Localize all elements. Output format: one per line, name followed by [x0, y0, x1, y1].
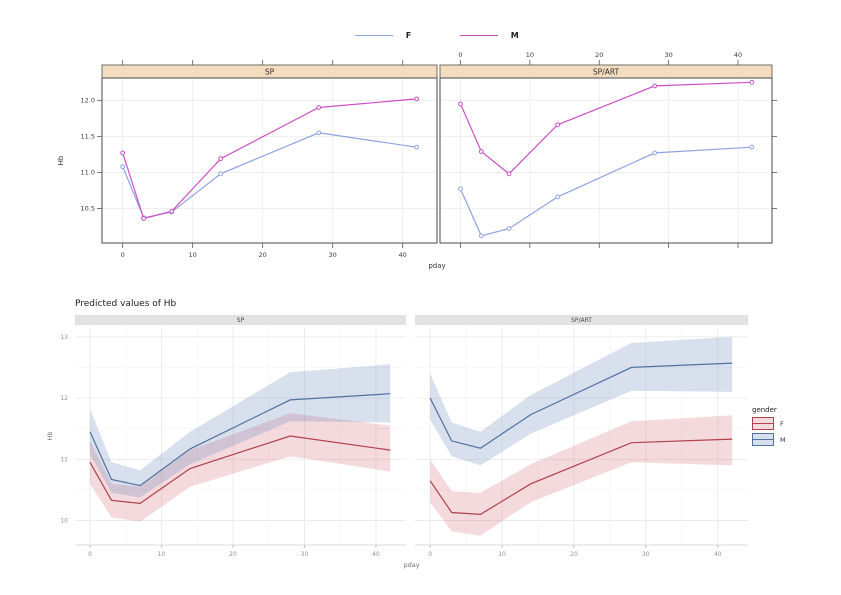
legend-swatch-M-icon — [752, 433, 774, 446]
x-axis-title: pday — [403, 561, 419, 569]
panel-SP: SP 0 10 20 30 40 — [75, 315, 406, 558]
data-point — [414, 144, 420, 150]
svg-text:40: 40 — [399, 251, 407, 259]
ribbon-M — [430, 336, 733, 466]
svg-text:12: 12 — [60, 395, 68, 402]
top-chart: SP 0 10 20 30 40 10.5 11.0 11.5 12.0 SP/ART 0 10 20 30… — [57, 51, 777, 270]
legend-title: gender — [752, 406, 777, 414]
strip-label: SP — [265, 68, 275, 77]
legend-item-F: F — [752, 417, 786, 430]
data-point — [458, 186, 463, 192]
top-chart-legend: F M — [102, 29, 772, 41]
data-point — [749, 144, 755, 150]
data-point — [316, 105, 322, 110]
svg-text:20: 20 — [595, 51, 603, 59]
strip-label: SP — [237, 317, 245, 324]
legend-label-F: F — [780, 419, 784, 428]
svg-text:0: 0 — [88, 551, 92, 558]
legend-item-M: M — [752, 433, 786, 446]
legend-label-F: F — [405, 30, 412, 40]
svg-text:10: 10 — [189, 251, 197, 259]
data-point — [506, 171, 512, 177]
legend-item-M: M — [459, 30, 520, 40]
strip-label: SP/ART — [593, 68, 620, 77]
ribbon-M — [90, 364, 391, 498]
svg-text:10.5: 10.5 — [81, 205, 95, 213]
data-point — [218, 156, 224, 162]
y-axis-title: Hb — [57, 155, 65, 165]
svg-text:40: 40 — [734, 51, 742, 59]
series-M-line — [89, 393, 391, 487]
svg-text:40: 40 — [372, 551, 380, 558]
series-M-line — [429, 362, 733, 449]
svg-text:11: 11 — [60, 456, 68, 463]
data-point — [555, 122, 561, 128]
svg-text:10: 10 — [158, 551, 166, 558]
svg-text:12.0: 12.0 — [81, 97, 95, 105]
svg-text:10: 10 — [526, 51, 534, 59]
svg-text:40: 40 — [714, 551, 722, 558]
svg-text:11.5: 11.5 — [81, 133, 95, 141]
legend-label-M: M — [780, 435, 786, 444]
series-M-line — [122, 98, 417, 220]
svg-text:30: 30 — [664, 51, 672, 59]
svg-text:10: 10 — [60, 518, 68, 525]
data-point — [458, 101, 463, 107]
ribbon-F — [90, 413, 391, 522]
series-F-line — [89, 435, 391, 505]
data-point — [652, 150, 658, 156]
data-point — [652, 83, 658, 89]
series-M-line — [459, 81, 752, 175]
series-F-line — [459, 146, 752, 237]
data-point — [120, 164, 126, 170]
data-point — [749, 79, 755, 85]
panel-SP/ART: SP/ART 0 10 20 30 40 — [415, 315, 748, 558]
legend-line-F-icon — [354, 34, 393, 36]
data-point — [120, 150, 126, 156]
data-point — [478, 149, 484, 154]
svg-text:0: 0 — [121, 251, 125, 259]
svg-text:20: 20 — [229, 551, 237, 558]
strip — [75, 315, 406, 325]
svg-text:30: 30 — [329, 251, 337, 259]
ribbon-F — [430, 415, 733, 536]
svg-text:20: 20 — [259, 251, 267, 259]
strip — [415, 315, 748, 325]
data-point — [414, 96, 420, 102]
svg-text:10: 10 — [498, 551, 506, 558]
strip-label: SP/ART — [571, 317, 592, 324]
data-point — [141, 216, 147, 221]
bottom-chart-title: Predicted values of Hb — [75, 299, 177, 309]
legend-label-M: M — [510, 30, 520, 40]
svg-text:0: 0 — [458, 51, 462, 59]
y-axis-title: Hb — [46, 431, 54, 440]
svg-text:11.0: 11.0 — [81, 169, 95, 177]
bottom-chart-legend: gender F M — [752, 406, 786, 449]
data-point — [169, 208, 175, 214]
svg-text:30: 30 — [642, 551, 650, 558]
data-point — [555, 194, 561, 200]
legend-line-M-icon — [459, 34, 498, 36]
legend-item-F: F — [354, 30, 412, 40]
bottom-chart: SP 0 10 20 30 40 SP/ART 0 10 20 30 40 10 11 12 13 pday Hb — [46, 315, 748, 569]
panel-SP: SP 0 10 20 30 40 10.5 11.0 11.5 12.0 — [81, 60, 438, 259]
x-axis-title: pday — [428, 262, 445, 270]
data-point — [316, 130, 322, 136]
data-point — [478, 233, 484, 239]
svg-text:13: 13 — [60, 334, 68, 341]
series-F-line — [429, 438, 733, 516]
panel-SP/ART: SP/ART 0 10 20 30 40 — [439, 51, 777, 248]
data-point — [218, 171, 224, 177]
svg-text:30: 30 — [301, 551, 309, 558]
svg-text:20: 20 — [570, 551, 578, 558]
data-point — [506, 226, 512, 231]
svg-text:0: 0 — [428, 551, 432, 558]
legend-swatch-F-icon — [752, 417, 774, 430]
